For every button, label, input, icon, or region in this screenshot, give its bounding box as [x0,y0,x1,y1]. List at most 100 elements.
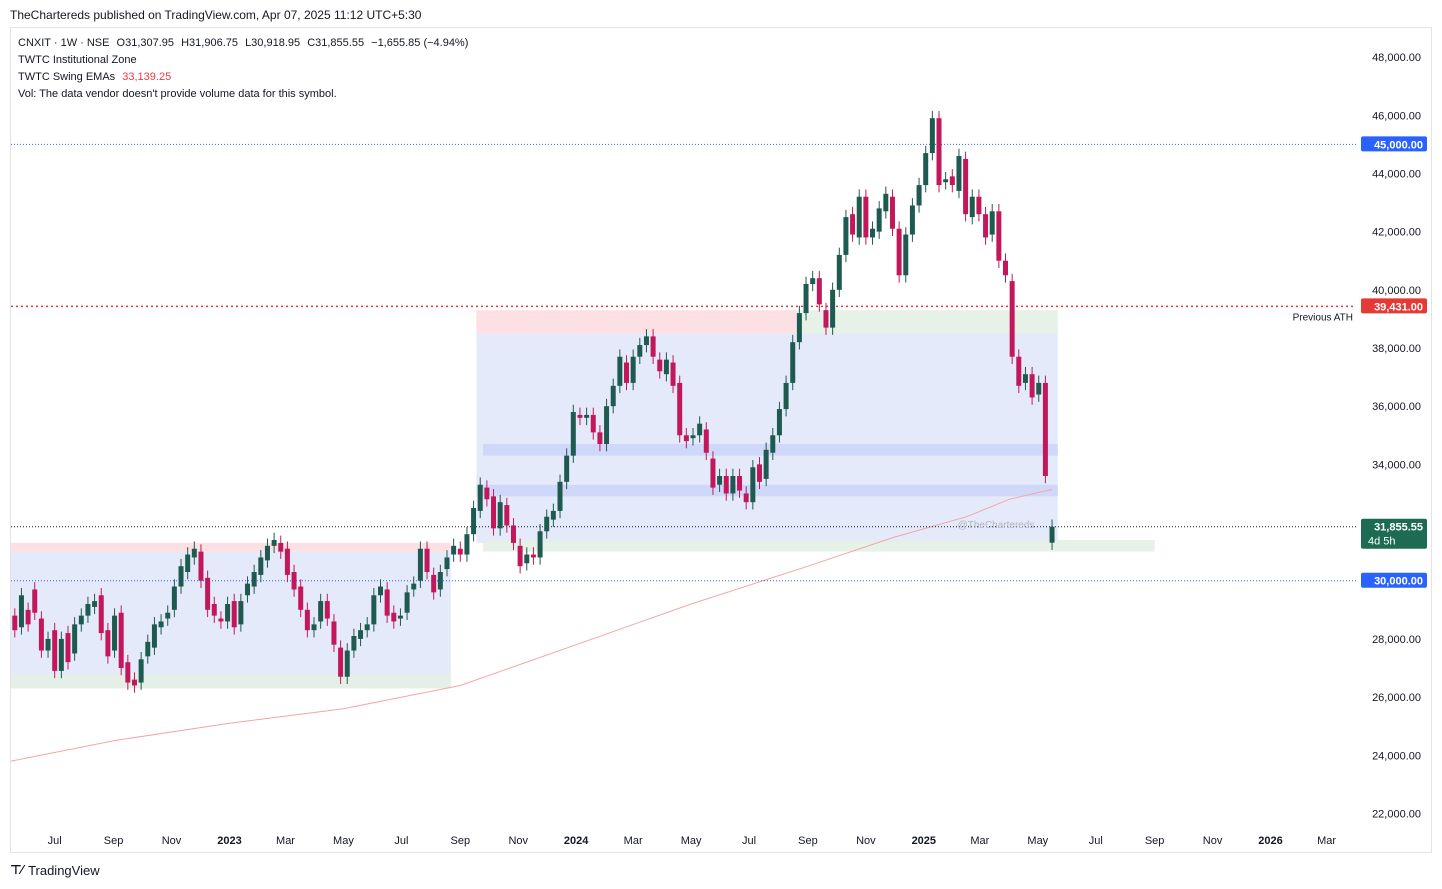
candle-body-81 [550,510,556,520]
candle-body-114 [770,435,776,453]
price-tag-bg-3 [1361,572,1427,588]
candle-body-47 [324,601,330,619]
candle-body-149 [1003,260,1009,276]
candle-body-60 [411,583,417,590]
indicator-institutional-zone[interactable]: TWTC Institutional Zone [18,52,468,69]
candle-body-40 [278,542,284,552]
y-tick-label-4: 40,000.00 [1372,285,1421,297]
candle-body-85 [577,414,583,418]
candle-body-14 [105,630,111,657]
x-tick-label-1: Sep [104,835,124,847]
y-tick-label-2: 44,000.00 [1372,168,1421,180]
volume-note: Vol: The data vendor doesn't provide vol… [18,88,337,100]
candle-body-155 [1042,382,1048,476]
candle-body-9 [72,624,78,654]
candle-body-62 [424,548,430,572]
x-tick-label-19: Sep [1145,835,1165,847]
candle-body-129 [870,228,876,238]
candle-body-19 [138,659,144,683]
candle-body-22 [158,621,164,628]
candle-body-76 [517,545,523,567]
candle-body-5 [45,638,51,651]
candle-body-29 [205,577,211,610]
candle-body-102 [690,435,696,439]
candle-body-41 [284,548,290,575]
candle-body-7 [58,638,64,671]
price-tag-bg-2 [1361,518,1427,549]
candle-body-68 [464,534,470,555]
candle-body-63 [431,574,437,593]
candle-body-153 [1029,374,1035,398]
candle-body-133 [896,228,902,276]
candle-body-104 [703,429,709,453]
candle-body-100 [677,382,683,436]
candle-body-43 [298,586,304,610]
zone-box-4 [476,310,797,334]
candle-body-101 [683,435,689,442]
candle-body-12 [92,601,98,607]
y-tick-label-3: 42,000.00 [1372,227,1421,239]
candlestick-chart[interactable]: 48,000.00 46,000.00 44,000.00 42,000.00 40,0… [11,28,1431,852]
candle-body-74 [504,505,510,526]
candle-body-109 [737,476,743,491]
indicator-swing-emas[interactable]: TWTC Swing EMAs 33,139.25 [18,69,468,86]
candle-body-91 [617,356,623,386]
zone-box-7 [476,484,1058,497]
candle-body-48 [331,621,337,645]
previous-ath-label: Previous ATH [1293,312,1353,323]
y-tick-label-12: 24,000.00 [1372,750,1421,762]
candle-body-56 [384,589,390,616]
candle-body-88 [597,432,603,444]
candle-body-89 [604,406,610,444]
candle-body-25 [178,566,184,587]
y-tick-label-13: 22,000.00 [1372,808,1421,820]
candle-body-20 [145,641,151,657]
candle-body-94 [637,345,643,357]
candle-body-4 [38,618,44,651]
candle-body-115 [776,409,782,436]
chart-panel[interactable]: 48,000.00 46,000.00 44,000.00 42,000.00 40,0… [10,27,1432,853]
candle-body-17 [125,662,131,683]
candle-body-131 [883,193,889,212]
candle-body-151 [1016,356,1022,386]
candle-body-8 [65,633,71,663]
candle-body-0 [12,615,18,631]
candle-body-138 [929,118,935,154]
candle-body-32 [225,604,231,622]
candle-body-111 [750,467,756,503]
candle-body-121 [816,278,822,305]
candle-body-117 [790,342,796,383]
candle-body-82 [557,481,563,511]
candle-body-35 [245,583,251,596]
candle-body-77 [524,554,530,564]
x-tick-label-12: Jul [742,835,756,847]
candle-body-30 [211,604,217,616]
candle-body-73 [497,502,503,529]
candle-body-93 [630,356,636,383]
candle-body-39 [271,540,277,546]
candle-body-127 [856,196,862,238]
candle-body-50 [344,650,350,677]
x-tick-label-5: May [333,835,354,847]
tradingview-logo-icon: ⊤⁄ [10,862,23,877]
candle-body-59 [404,592,410,613]
candle-body-1 [18,595,24,628]
candle-body-55 [377,586,383,596]
x-tick-label-18: Jul [1089,835,1103,847]
close-value: C31,855.55 [307,37,365,49]
price-tag-countdown: 4d 5h [1368,536,1396,548]
candle-body-34 [238,601,244,625]
candle-body-120 [810,278,816,284]
x-tick-label-16: Mar [970,835,989,847]
candle-body-64 [437,572,443,590]
y-tick-label-7: 34,000.00 [1372,459,1421,471]
y-tick-label-0: 48,000.00 [1372,52,1421,64]
candle-body-71 [484,487,490,500]
candle-body-105 [710,458,716,488]
price-tag-1: 39,431.00 [1374,301,1423,313]
publisher-info: TheChartereds published on TradingView.c… [10,8,422,22]
x-tick-label-8: Nov [508,835,528,847]
candle-body-70 [477,484,483,511]
candle-body-144 [969,196,975,218]
y-tick-label-6: 36,000.00 [1372,401,1421,413]
